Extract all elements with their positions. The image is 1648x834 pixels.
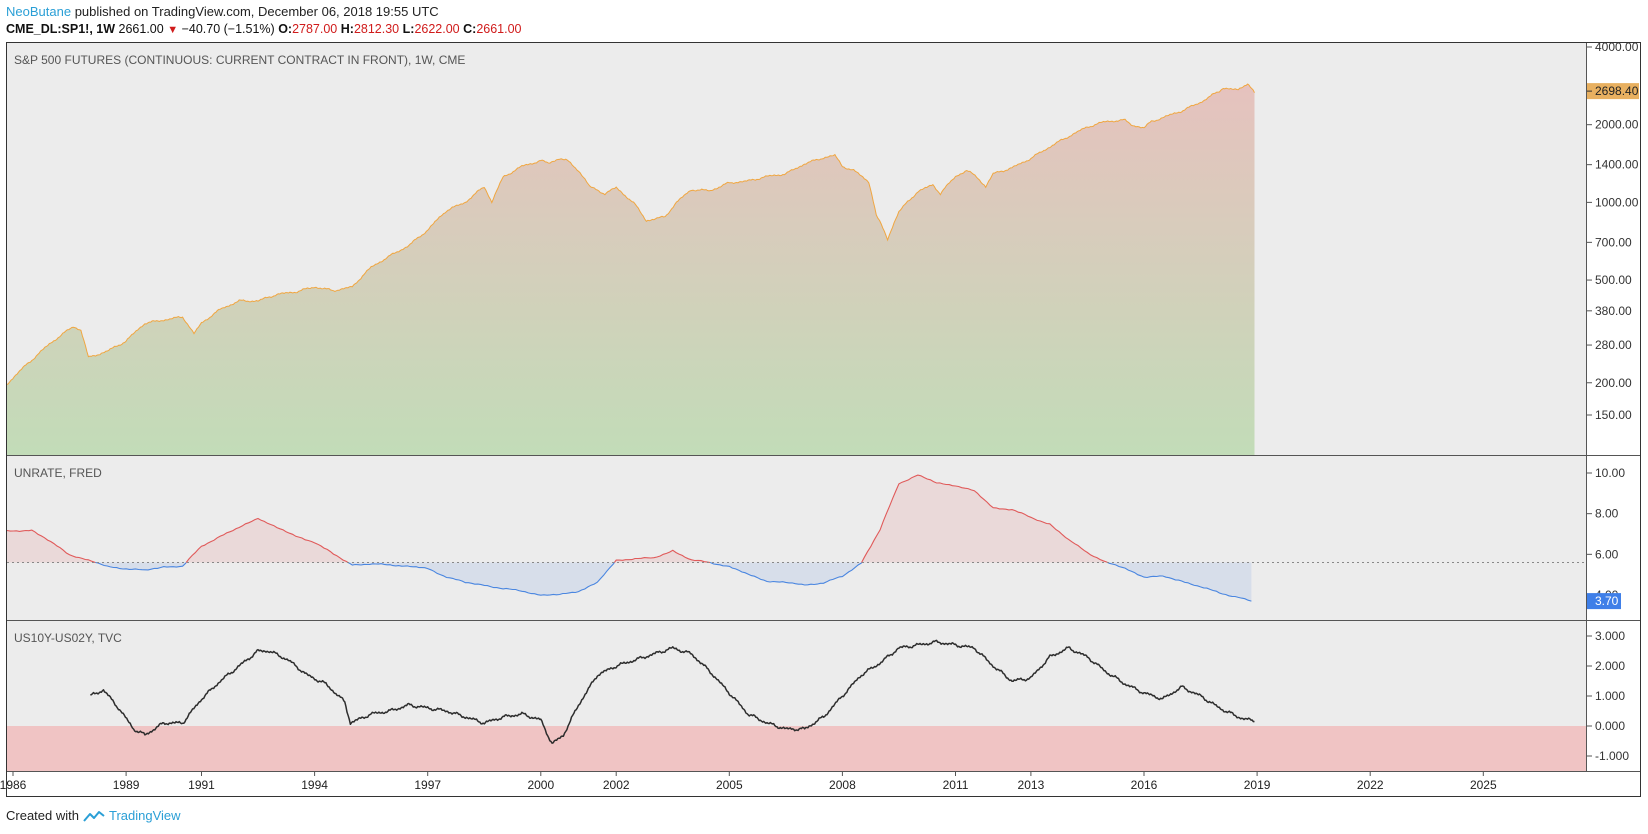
unrate-last-badge — [1587, 593, 1621, 610]
price-tick-label: 500.00 — [1595, 273, 1632, 287]
spread-tick-label: -1.000 — [1595, 749, 1629, 763]
x-tick-label: 1997 — [414, 778, 441, 792]
unrate-line-below — [347, 562, 615, 596]
publish-line: NeoButane published on TradingView.com, … — [6, 4, 439, 19]
x-tick-label: 2005 — [716, 778, 743, 792]
price-tick-label: 150.00 — [1595, 408, 1632, 422]
price-tick-label: 2000.00 — [1595, 118, 1639, 132]
x-tick-label: 2002 — [603, 778, 630, 792]
unrate-line-below — [710, 561, 863, 586]
tradingview-logo-icon — [83, 810, 105, 822]
price-tick-label: 700.00 — [1595, 235, 1632, 249]
unrate-last-label: 3.70 — [1595, 594, 1619, 608]
x-tick-label: 1986 — [0, 778, 27, 792]
spread-tick-label: 3.000 — [1595, 629, 1625, 643]
price-tick-label: 1000.00 — [1595, 195, 1639, 209]
close-value: 2661.00 — [476, 22, 522, 36]
tradingview-link[interactable]: TradingView — [108, 808, 181, 823]
price-tick-label: 1400.00 — [1595, 158, 1639, 172]
spread-tick-label: 0.000 — [1595, 719, 1625, 733]
x-tick-label: 2000 — [527, 778, 554, 792]
last-price-label: 2698.40 — [1595, 84, 1639, 98]
close-label: C: — [463, 22, 477, 36]
price-pane-title: S&P 500 FUTURES (CONTINUOUS: CURRENT CON… — [14, 53, 465, 67]
x-tick-label: 1991 — [188, 778, 215, 792]
x-tick-label: 2016 — [1131, 778, 1158, 792]
low-label: L: — [402, 22, 415, 36]
low-value: 2622.00 — [414, 22, 460, 36]
open-value: 2787.00 — [292, 22, 338, 36]
unrate-tick-label: 10.00 — [1595, 466, 1625, 480]
price-tick-label: 380.00 — [1595, 304, 1632, 318]
unrate-line-above — [7, 529, 96, 564]
price-tick-label: 4000.00 — [1595, 40, 1639, 54]
last-price-badge — [1587, 83, 1639, 100]
negative-spread-zone — [7, 726, 1586, 771]
published-text: published on TradingView.com, December 0… — [74, 4, 439, 19]
price-axis-area[interactable] — [1586, 43, 1640, 771]
open-label: O: — [278, 22, 293, 36]
unrate-area-below — [710, 562, 862, 585]
symbol-label: CME_DL:SP1!, 1W — [6, 22, 116, 36]
unrate-pane[interactable] — [7, 456, 1586, 620]
unrate-line-below — [95, 561, 187, 571]
price-tick-label: 200.00 — [1595, 376, 1632, 390]
unrate-tick-label: 8.00 — [1595, 507, 1619, 521]
spread-pane-title: US10Y-US02Y, TVC — [14, 631, 122, 645]
x-tick-label: 2019 — [1244, 778, 1271, 792]
high-value: 2812.30 — [353, 22, 400, 36]
x-tick-label: 2008 — [829, 778, 856, 792]
change-value: −40.70 (−1.51%) — [181, 22, 275, 36]
unrate-pane-title: UNRATE, FRED — [14, 466, 102, 480]
x-tick-label: 2025 — [1470, 778, 1497, 792]
unrate-area-above — [861, 475, 1108, 563]
chart-frame — [6, 42, 1641, 797]
spx-area-fill — [7, 84, 1255, 455]
unrate-line-above — [861, 474, 1108, 563]
unrate-area-above — [186, 518, 348, 563]
x-tick-label: 2022 — [1357, 778, 1384, 792]
high-label: H: — [340, 22, 354, 36]
x-tick-label: 1994 — [301, 778, 328, 792]
last-price: 2661.00 — [118, 22, 164, 36]
unrate-area-below — [348, 562, 615, 596]
unrate-area-above — [614, 550, 711, 563]
created-with-label: Created with — [6, 808, 79, 823]
down-arrow-icon: ▼ — [167, 24, 179, 36]
x-tick-label: 1989 — [113, 778, 140, 792]
spread-line — [90, 639, 1255, 744]
x-tick-label: 2011 — [943, 778, 969, 792]
author-link[interactable]: NeoButane — [6, 4, 72, 19]
spx-line — [7, 83, 1255, 386]
unrate-area-above — [7, 530, 96, 563]
price-tick-label: 280.00 — [1595, 338, 1632, 352]
unrate-line-below — [1107, 561, 1252, 602]
spread-tick-label: 1.000 — [1595, 689, 1625, 703]
unrate-area-below — [1107, 562, 1252, 602]
unrate-line-above — [185, 517, 349, 563]
x-tick-label: 2013 — [1018, 778, 1045, 792]
spread-tick-label: 2.000 — [1595, 659, 1625, 673]
unrate-line-above — [613, 549, 711, 564]
footer: Created with TradingView — [6, 808, 181, 823]
unrate-tick-label: 6.00 — [1595, 547, 1619, 561]
symbol-info-line: CME_DL:SP1!, 1W 2661.00 ▼ −40.70 (−1.51%… — [6, 22, 522, 36]
